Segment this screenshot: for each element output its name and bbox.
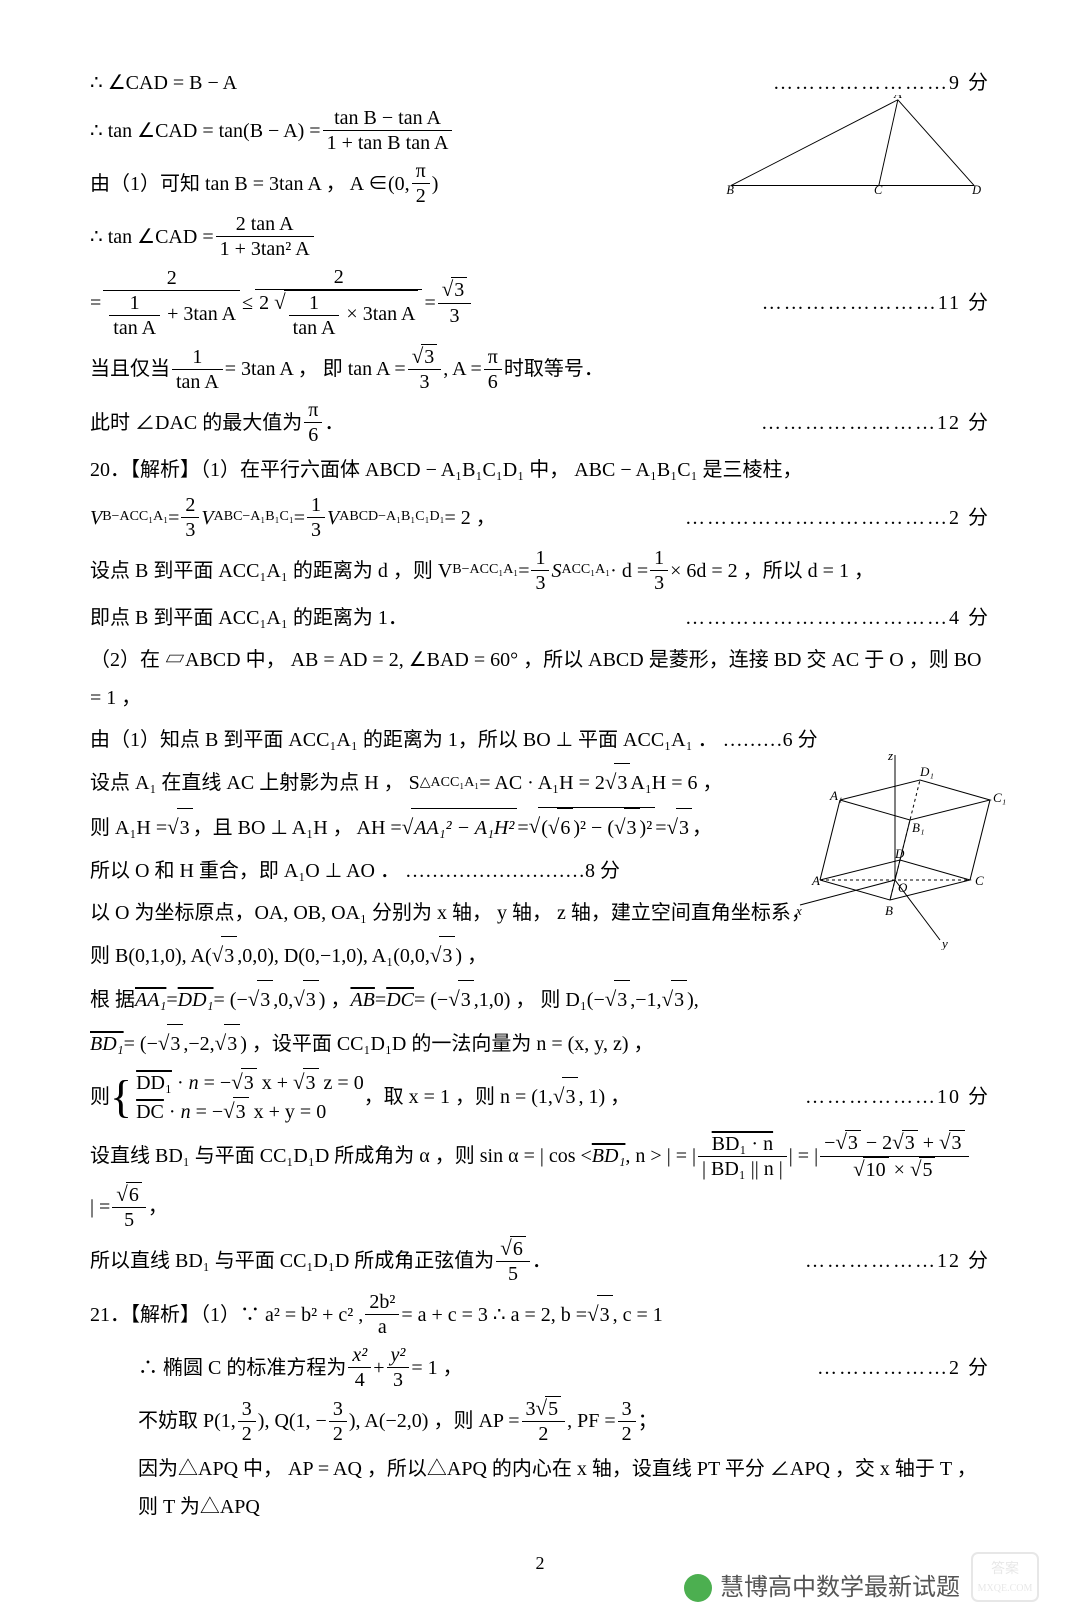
score-11: ……………………11 分	[473, 284, 990, 322]
line-distance-d: 设点 B 到平面 ACC₁A₁ 的距离为 d ，则 VB−ACC₁A₁ = 13…	[90, 546, 990, 595]
frac: tan B − tan A 1 + tan B tan A	[323, 106, 453, 155]
line-equality-cond: 当且仅当 1tan A = 3tan A ， 即 tan A = 33 , A …	[90, 344, 990, 394]
text: =	[424, 284, 435, 322]
svg-text:MXQE.COM: MXQE.COM	[978, 1583, 1033, 1594]
site-badge: 答案 MXQE.COM	[970, 1551, 1040, 1603]
text: =	[90, 284, 101, 322]
score-12: ……………………12 分	[344, 404, 990, 442]
prism-figure: A B C D A₁ B₁ C₁ D₁ O x y z	[790, 750, 1020, 950]
line-tan-cad-2: ∴ tan ∠CAD = 2 tan A 1 + 3tan² A	[90, 212, 990, 261]
den: 1 + 3tan² A	[216, 237, 314, 261]
svg-text:B: B	[885, 903, 893, 918]
svg-text:D: D	[971, 183, 981, 195]
watermark: 慧博高中数学最新试题	[684, 1565, 960, 1611]
line-apq: 因为△APQ 中， AP = AQ ，所以△APQ 的内心在 x 轴，设直线 P…	[90, 1450, 990, 1526]
svg-text:y: y	[940, 936, 948, 950]
line-rhombus: （2）在 ▱ABCD 中， AB = AD = 2, ∠BAD = 60° ，所…	[90, 641, 990, 717]
svg-text:A: A	[893, 95, 902, 101]
svg-text:C₁: C₁	[993, 790, 1006, 805]
frac: 3 3	[438, 277, 472, 327]
frac: 2 tan A 1 + 3tan² A	[216, 212, 314, 261]
q20-header: 20．【解析】（1）在平行六面体 ABCD − A₁B₁C₁D₁ 中， ABC …	[90, 451, 990, 489]
line-max-dac: 此时 ∠DAC 的最大值为 π6 ． ……………………12 分	[90, 398, 990, 447]
text: ∴ tan ∠CAD =	[90, 218, 214, 256]
svg-text:A: A	[811, 873, 820, 888]
num: 2	[103, 266, 240, 291]
line-inequality: = 2 1tan A + 3tan A ≤ 2 2 1tan A × 3tan …	[90, 265, 990, 340]
den: 2 1tan A × 3tan A	[255, 290, 422, 340]
svg-text:z: z	[887, 750, 893, 763]
line-vectors: 根 据 AA₁ = DD₁ = (− 3,0, 3) ， AB = DC = (…	[90, 980, 990, 1020]
den: 1 + tan B tan A	[323, 131, 453, 155]
triangle-figure: A B C D	[720, 95, 990, 195]
frac: 2 1tan A + 3tan A	[103, 266, 240, 340]
num: π	[412, 159, 430, 184]
svg-text:D: D	[894, 846, 905, 861]
line-volume: VB−ACC₁A₁ = 23 VABC−A₁B₁C₁ = 13 VABCD−A₁…	[90, 493, 990, 542]
den: 1tan A + 3tan A	[103, 291, 240, 340]
wechat-icon	[684, 1574, 712, 1602]
line-ellipse: ∴ 椭圆 C 的标准方程为 x²4 + y²3 = 1 ， ………………2 分	[90, 1343, 990, 1392]
line-normal-system: 则 { DD₁ · n = −3 x + 3 z = 0 DC · n = −3…	[90, 1068, 990, 1127]
num: tan B − tan A	[323, 106, 453, 131]
text: ≤	[242, 284, 253, 322]
text: )	[432, 165, 439, 203]
svg-text:C: C	[975, 873, 984, 888]
text: ∴ tan ∠CAD = tan(B − A) =	[90, 112, 321, 150]
text: 由（1）可知 tan B = 3tan A ， A ∈	[90, 165, 388, 203]
svg-text:答案: 答案	[991, 1560, 1019, 1577]
line-sin-result: 所以直线 BD₁ 与平面 CC₁D₁D 所成角正弦值为 65 ． ………………1…	[90, 1236, 990, 1286]
svg-text:A₁: A₁	[829, 788, 842, 803]
svg-text:O: O	[898, 880, 908, 895]
q21-header: 21．【解析】（1）∵ a² = b² + c² , 2b²a = a + c …	[90, 1290, 990, 1339]
svg-text:B₁: B₁	[912, 820, 924, 835]
score-2: ………………………………2 分	[496, 499, 990, 537]
svg-text:C: C	[874, 183, 883, 195]
num: 2	[255, 265, 422, 290]
svg-text:B: B	[726, 183, 734, 195]
text: (0,	[388, 165, 410, 203]
watermark-text: 慧博高中数学最新试题	[720, 1565, 960, 1611]
score-10: ………………10 分	[630, 1078, 990, 1116]
text: ∴ ∠CAD = B − A	[90, 64, 237, 102]
page: A B C D A B C D A₁ B₁ C₁ D₁ O x y z ∴ ∠C…	[0, 0, 1080, 1621]
score-4: ………………………………4 分	[408, 599, 990, 637]
svg-text:D₁: D₁	[919, 764, 934, 779]
score-2b: ………………2 分	[463, 1349, 990, 1387]
line-bd1: BD₁ = (− 3,−2, 3) ，设平面 CC₁D₁D 的一法向量为 n =…	[90, 1024, 990, 1064]
frac: π 2	[412, 159, 430, 208]
line-dist-1: 即点 B 到平面 ACC₁A₁ 的距离为 1． ………………………………4 分	[90, 599, 990, 637]
num: 2 tan A	[216, 212, 314, 237]
line-pq: 不妨取 P(1, 32 ), Q(1, − 32 ), A(−2,0) ，则 A…	[90, 1396, 990, 1446]
score-12b: ………………12 分	[552, 1242, 990, 1280]
svg-text:x: x	[795, 903, 802, 918]
den: 2	[412, 184, 430, 208]
line-sin-alpha: 设直线 BD₁ 与平面 CC₁D₁D 所成角为 α ，则 sin α = | c…	[90, 1130, 990, 1232]
frac: 2 2 1tan A × 3tan A	[255, 265, 422, 340]
